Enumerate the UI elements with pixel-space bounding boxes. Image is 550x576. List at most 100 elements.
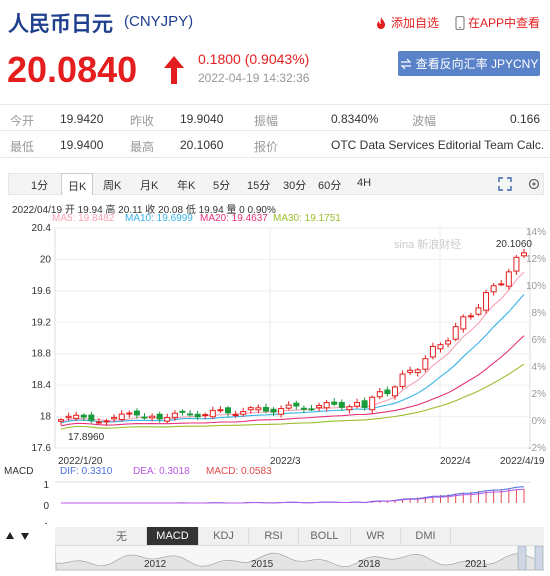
divider bbox=[0, 157, 550, 158]
candle-body bbox=[247, 407, 254, 411]
candle-body bbox=[164, 417, 171, 422]
tab-4h[interactable]: 4H bbox=[357, 177, 372, 189]
reverse-rate-label: 查看反向汇率 JPYCNY bbox=[415, 57, 539, 71]
pct-tick-label: 10% bbox=[526, 281, 546, 292]
candle-body bbox=[338, 402, 345, 408]
max-price-label: 20.1060 bbox=[496, 239, 533, 250]
view-in-app-label: 在APP中查看 bbox=[468, 16, 541, 30]
candle-body bbox=[187, 413, 194, 416]
ma30-label: MA30: 19.1751 bbox=[273, 213, 341, 224]
candle-body bbox=[80, 414, 87, 418]
candle-body bbox=[521, 252, 527, 257]
indicator-wr[interactable]: WR bbox=[351, 527, 401, 545]
navigator-sparkline: 2012 2015 2018 2021 bbox=[55, 545, 544, 571]
fullscreen-icon[interactable] bbox=[498, 177, 512, 191]
candle-body bbox=[346, 406, 353, 411]
reverse-rate-button[interactable]: 查看反向汇率 JPYCNY bbox=[398, 51, 540, 76]
candle-body bbox=[255, 407, 262, 411]
candle-body bbox=[179, 410, 186, 413]
candle-body bbox=[513, 256, 520, 272]
y-tick-label: 17.6 bbox=[32, 443, 52, 454]
add-favorite-button[interactable]: 添加自选 bbox=[374, 14, 439, 31]
wave-label: 波幅 bbox=[412, 114, 437, 128]
candle-body bbox=[422, 358, 429, 370]
tab-60min[interactable]: 60分 bbox=[318, 180, 342, 192]
range-handle-right[interactable] bbox=[534, 545, 544, 571]
candle-body bbox=[262, 406, 269, 412]
candle-body bbox=[437, 344, 444, 350]
ma10-line bbox=[60, 293, 525, 424]
range-handle-left[interactable] bbox=[517, 545, 527, 571]
pct-tick-label: 0% bbox=[532, 416, 547, 427]
y-tick-label: 19.6 bbox=[32, 286, 52, 297]
indicator-none[interactable]: 无 bbox=[97, 527, 147, 545]
current-price: 20.0840 bbox=[7, 49, 138, 90]
tab-monthly[interactable]: 月K bbox=[140, 180, 159, 192]
pct-tick-label: 6% bbox=[532, 335, 547, 346]
candle-body bbox=[505, 271, 512, 287]
divider bbox=[0, 130, 550, 131]
watermark: sina 新浪财经 bbox=[394, 237, 461, 251]
y-tick-label: 18.8 bbox=[32, 349, 52, 360]
candle-body bbox=[103, 420, 110, 423]
quote-label: 报价 bbox=[254, 140, 279, 154]
page-title: 人民币日元 bbox=[8, 13, 113, 36]
indicator-dmi[interactable]: DMI bbox=[401, 527, 451, 545]
ma5-line bbox=[60, 271, 525, 422]
macd-lines bbox=[61, 486, 525, 504]
candle-body bbox=[149, 415, 156, 419]
tab-15min[interactable]: 15分 bbox=[247, 180, 271, 192]
macd-y-ticks: 1 0 -1 bbox=[40, 480, 49, 524]
candle-body bbox=[95, 421, 102, 424]
nav-year-label: 2018 bbox=[358, 559, 381, 570]
dea-label: DEA: 0.3018 bbox=[133, 466, 190, 477]
candle-body bbox=[308, 408, 315, 411]
macd-label: MACD: 0.0583 bbox=[206, 466, 272, 477]
navigator-years: 2012 2015 2018 2021 bbox=[144, 559, 488, 570]
nav-year-label: 2021 bbox=[465, 559, 488, 570]
tab-yearly[interactable]: 年K bbox=[177, 180, 196, 192]
y-tick-label: 18.4 bbox=[32, 380, 52, 391]
tab-5min[interactable]: 5分 bbox=[213, 180, 231, 192]
candle-body bbox=[65, 415, 72, 419]
view-in-app-button[interactable]: 在APP中查看 bbox=[455, 14, 540, 31]
chart-grid bbox=[54, 227, 531, 449]
candle-body bbox=[414, 369, 421, 374]
macd-tick-label: -1 bbox=[40, 522, 49, 524]
indicator-rsi[interactable]: RSI bbox=[249, 527, 299, 545]
candle-body bbox=[376, 391, 383, 398]
scroll-down-icon[interactable] bbox=[20, 531, 30, 541]
high-value: 20.1060 bbox=[180, 138, 224, 152]
tab-daily[interactable]: 日K bbox=[61, 173, 94, 195]
min-price-label: 17.8960 bbox=[68, 432, 105, 443]
candle-body bbox=[467, 315, 474, 318]
moving-averages bbox=[60, 271, 525, 430]
prev-close-value: 19.9040 bbox=[180, 112, 224, 126]
ma20-line bbox=[60, 335, 525, 427]
swap-icon bbox=[400, 58, 412, 69]
low-label: 最低 bbox=[10, 140, 35, 154]
range-navigator[interactable]: 2012 2015 2018 2021 bbox=[55, 545, 544, 571]
dea-line bbox=[61, 488, 525, 504]
x-tick-label: 2022/3 bbox=[270, 456, 301, 467]
tab-1min[interactable]: 1分 bbox=[31, 180, 49, 192]
candle-body bbox=[285, 404, 292, 409]
macd-tick-label: 1 bbox=[43, 480, 49, 491]
ma20-label: MA20: 19.4637 bbox=[200, 213, 268, 224]
tab-30min[interactable]: 30分 bbox=[283, 180, 307, 192]
indicator-kdj[interactable]: KDJ bbox=[199, 527, 249, 545]
candle-body bbox=[475, 307, 482, 315]
indicator-macd[interactable]: MACD bbox=[147, 527, 199, 545]
candle-body bbox=[209, 409, 216, 418]
candle-body bbox=[361, 400, 368, 408]
candle-body bbox=[407, 369, 414, 373]
nav-year-label: 2015 bbox=[251, 559, 274, 570]
candle-body bbox=[126, 412, 133, 415]
settings-icon[interactable] bbox=[527, 177, 541, 191]
indicator-boll[interactable]: BOLL bbox=[299, 527, 351, 545]
tab-weekly[interactable]: 周K bbox=[103, 180, 122, 192]
pct-tick-label: 4% bbox=[532, 362, 547, 373]
candle-body bbox=[323, 402, 330, 409]
scroll-up-icon[interactable] bbox=[5, 531, 15, 541]
